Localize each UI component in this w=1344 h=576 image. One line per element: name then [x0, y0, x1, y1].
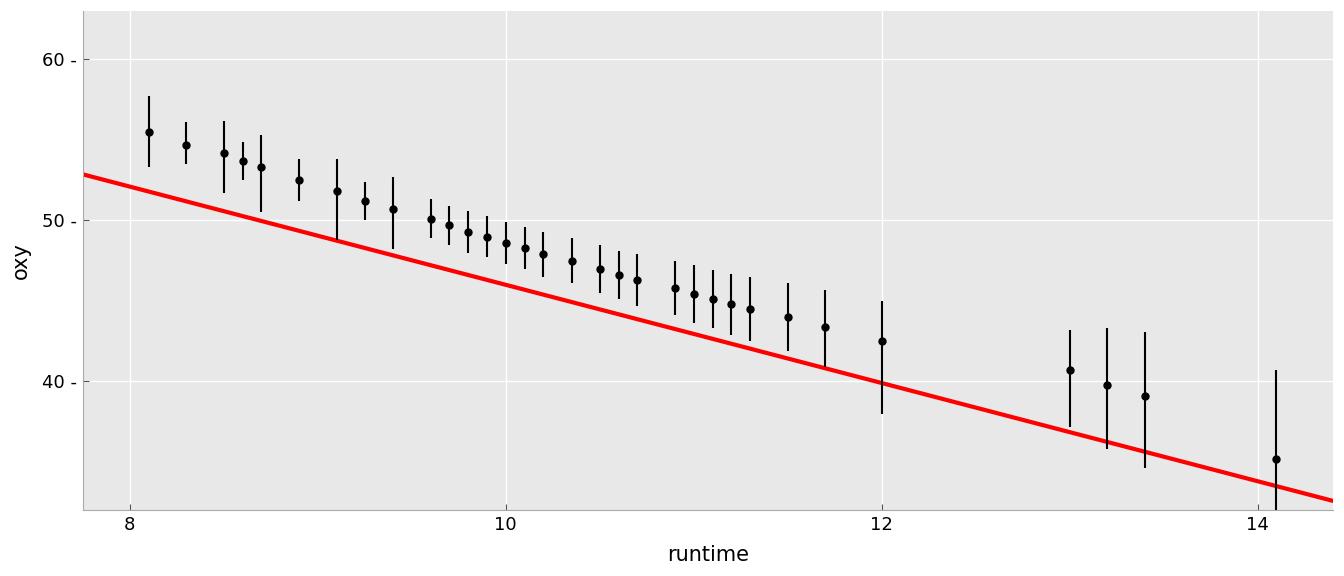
X-axis label: runtime: runtime	[667, 545, 749, 565]
Y-axis label: oxy: oxy	[11, 242, 31, 279]
